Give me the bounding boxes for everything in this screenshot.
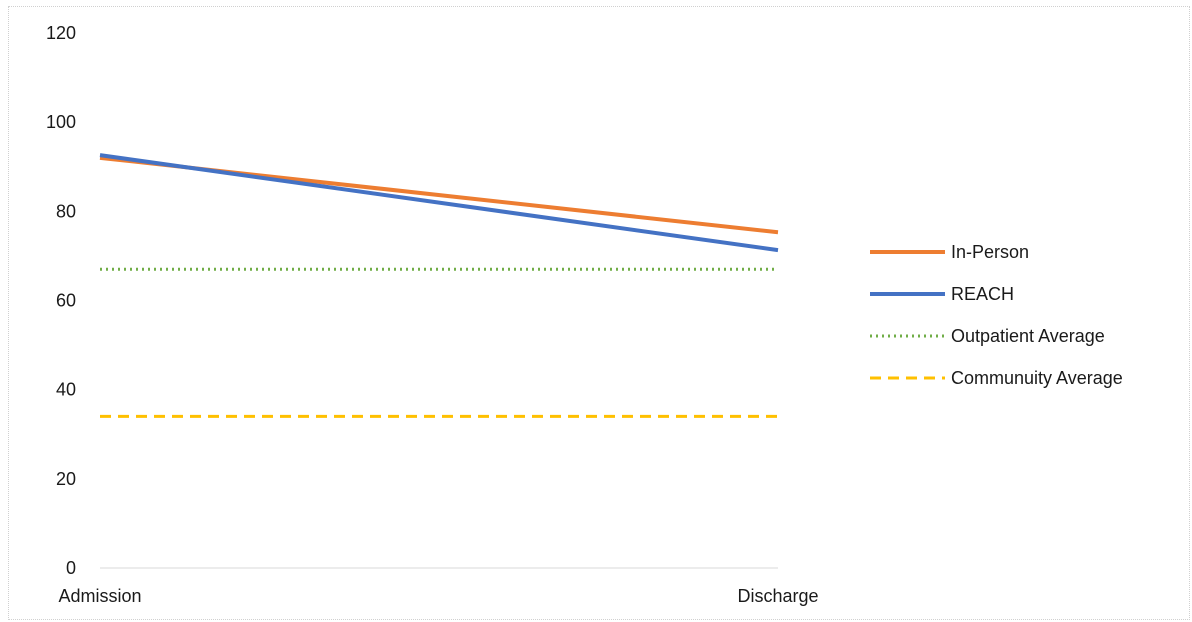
series-line-1	[99, 153, 779, 253]
legend-label: Outpatient Average	[951, 326, 1105, 346]
y-tick-label: 120	[46, 23, 76, 43]
x-axis-ticks: Admission Discharge	[58, 586, 818, 606]
legend-label: In-Person	[951, 242, 1029, 262]
y-tick-label: 40	[56, 380, 76, 400]
y-tick-label: 60	[56, 291, 76, 311]
legend-label: Communuity Average	[951, 368, 1123, 388]
chart-frame	[8, 6, 1190, 620]
legend-label: REACH	[951, 284, 1014, 304]
y-tick-label: 80	[56, 201, 76, 221]
y-tick-label: 100	[46, 112, 76, 132]
series-lines	[99, 153, 779, 418]
y-tick-label: 0	[66, 558, 76, 578]
x-tick-label: Admission	[58, 586, 141, 606]
y-axis-ticks: 0 20 40 60 80 100 120	[46, 23, 76, 578]
y-tick-label: 20	[56, 469, 76, 489]
x-tick-label: Discharge	[737, 586, 818, 606]
legend: In-Person REACH Outpatient Average Communui…	[870, 242, 1123, 388]
